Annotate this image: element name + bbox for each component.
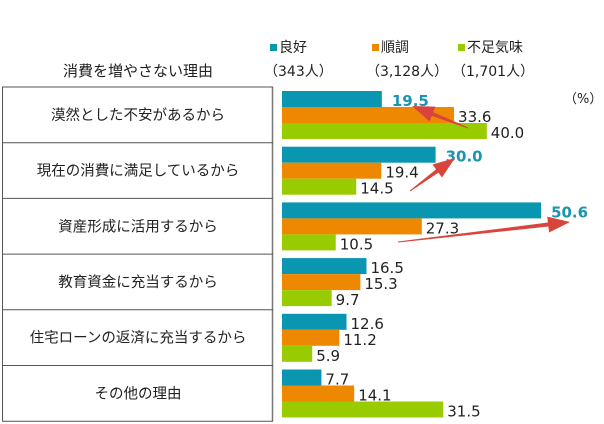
data-label: 5.9 xyxy=(316,347,340,365)
bar-good xyxy=(282,258,367,275)
bar-good xyxy=(282,202,542,219)
data-label: 27.3 xyxy=(426,219,459,237)
data-label: 33.6 xyxy=(458,108,491,126)
bar-short xyxy=(282,345,313,362)
data-label: 14.1 xyxy=(358,387,391,405)
arrow-annotation xyxy=(409,158,455,192)
data-label: 19.5 xyxy=(392,92,429,110)
category-label: 住宅ローンの返済に充当するから xyxy=(30,330,247,347)
category-label: 資産形成に活用するから xyxy=(58,218,218,235)
data-label: 40.0 xyxy=(491,124,524,142)
data-label: 10.5 xyxy=(340,235,373,253)
legend-swatch xyxy=(458,44,465,51)
arrow-annotation xyxy=(412,106,469,129)
legend-label: 不足気味 xyxy=(467,40,523,56)
data-label: 12.6 xyxy=(351,315,384,333)
category-label: 教育資金に充当するから xyxy=(58,274,218,291)
category-label: 現在の消費に満足しているから xyxy=(37,163,240,180)
bar-steady xyxy=(282,274,361,291)
bar-good xyxy=(282,146,436,163)
bar-short xyxy=(282,178,357,195)
data-label: 50.6 xyxy=(551,203,588,221)
bar-good xyxy=(282,91,382,107)
unit-label: （%） xyxy=(564,92,602,107)
legend-label: 順調 xyxy=(381,40,409,56)
legend-swatch xyxy=(372,44,379,51)
legend-count: （343人） xyxy=(264,64,333,80)
data-label: 16.5 xyxy=(370,259,403,277)
data-label: 11.2 xyxy=(343,331,376,349)
bar-short xyxy=(282,401,444,418)
bar-short xyxy=(282,290,332,307)
data-label: 30.0 xyxy=(446,148,483,166)
arrow-annotation xyxy=(397,216,570,243)
data-label: 15.3 xyxy=(364,275,397,293)
data-label: 19.4 xyxy=(385,164,418,182)
bar-good xyxy=(282,369,322,386)
bar-short xyxy=(282,234,336,251)
category-label: その他の理由 xyxy=(95,385,182,402)
data-label: 31.5 xyxy=(447,403,480,421)
data-label: 7.7 xyxy=(325,371,349,389)
legend-count: （3,128人） xyxy=(366,64,448,80)
legend-swatch xyxy=(270,44,277,51)
data-label: 14.5 xyxy=(360,180,393,198)
bar-good xyxy=(282,313,347,330)
bar-steady xyxy=(282,162,382,179)
bar-steady xyxy=(282,385,355,402)
bar-steady xyxy=(282,329,340,346)
bar-steady xyxy=(282,218,422,235)
data-label: 9.7 xyxy=(336,291,360,309)
category-header: 消費を増やさない理由 xyxy=(63,62,213,80)
legend-label: 良好 xyxy=(279,40,307,56)
bar-steady xyxy=(282,107,455,123)
category-label: 漠然とした不安があるから xyxy=(51,107,225,124)
bar-short xyxy=(282,123,487,139)
legend-count: （1,701人） xyxy=(452,64,534,80)
